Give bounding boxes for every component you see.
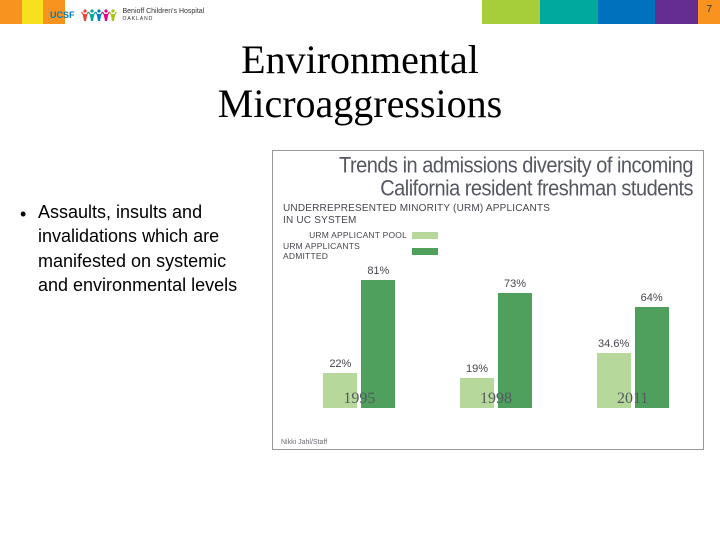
chart-subtitle: UNDERREPRESENTED MINORITY (URM) APPLICAN… — [283, 203, 693, 226]
header-seg — [482, 0, 540, 24]
ucsf-logo: UCSF — [50, 10, 75, 20]
header-seg — [0, 0, 22, 24]
bar-admit-label: 73% — [495, 278, 535, 290]
bullet-dot-icon: • — [20, 202, 26, 226]
bar-admit-label: 64% — [632, 292, 672, 304]
chart-panel: Trends in admissions diversity of incomi… — [272, 150, 704, 450]
year-label: 2011 — [578, 390, 688, 408]
bullet-text: • Assaults, insults and invalidations wh… — [20, 200, 250, 297]
chart-legend: URM APPLICANT POOL URM APPLICANTS ADMITT… — [283, 230, 693, 261]
bar-admit-label: 81% — [358, 265, 398, 277]
logo-block: UCSF Benioff Children's Hospital OAKLAND — [50, 8, 204, 22]
hospital-name: Benioff Children's Hospital OAKLAND — [123, 8, 205, 22]
bar-pool-label: 19% — [457, 363, 497, 375]
chart-title: Trends in admissions diversity of incomi… — [283, 155, 693, 201]
bar-pool-label: 34.6% — [594, 338, 634, 350]
legend-admit-swatch — [412, 248, 438, 255]
header-seg — [22, 0, 44, 24]
header-seg — [540, 0, 598, 24]
year-label: 1995 — [304, 390, 414, 408]
people-icon — [81, 8, 117, 22]
bar-pool-label: 22% — [320, 358, 360, 370]
bar-group: 34.6% 64% 2011 — [578, 278, 688, 408]
legend-admit-label: URM APPLICANTS ADMITTED — [283, 241, 407, 261]
legend-pool-swatch — [412, 232, 438, 239]
header-seg — [655, 0, 698, 24]
bar-group: 19% 73% 1998 — [441, 278, 551, 408]
page-number: 7 — [706, 4, 712, 15]
legend-pool-label: URM APPLICANT POOL — [309, 230, 407, 240]
bar-admit — [361, 280, 395, 408]
bar-group: 22%81%1995 — [304, 278, 414, 408]
slide-title: Environmental Microaggressions — [0, 38, 720, 126]
year-label: 1998 — [441, 390, 551, 408]
header-seg — [598, 0, 656, 24]
chart-plot: 22%81%199519%73%199834.6%64%2011 — [283, 263, 693, 428]
chart-credit: Nikki Jahl/Staff — [281, 439, 327, 446]
